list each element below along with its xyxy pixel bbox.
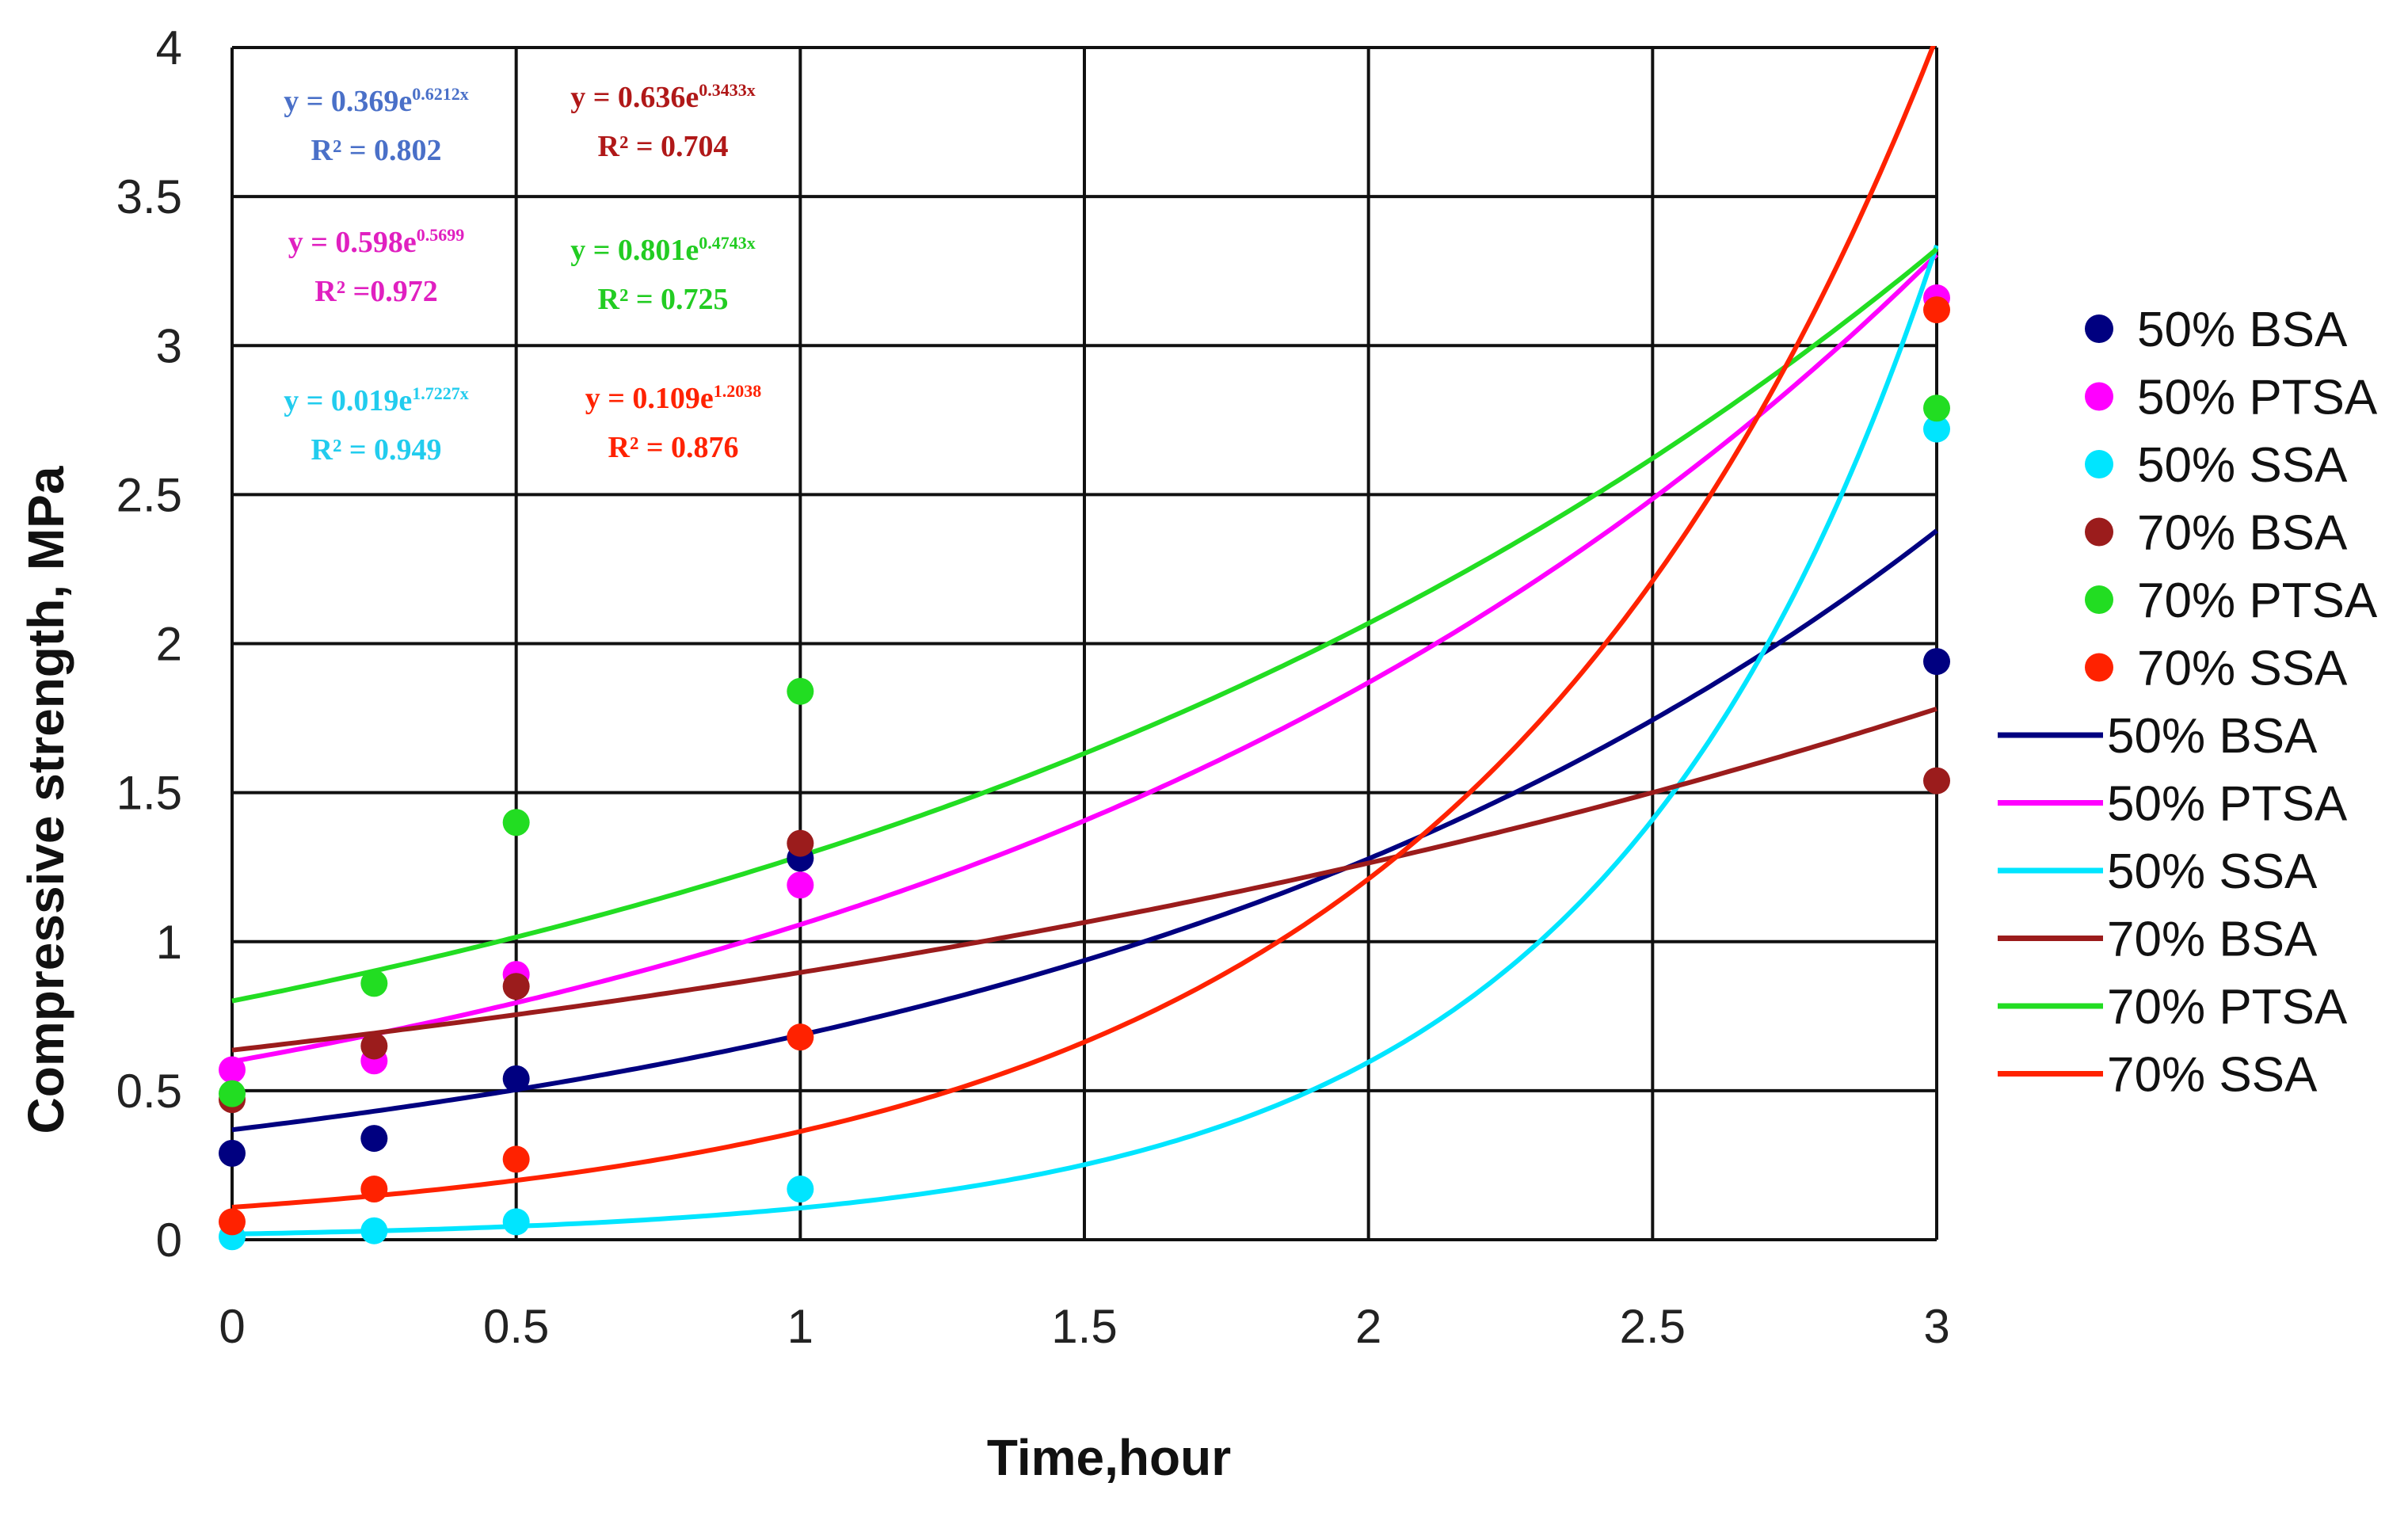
trend-line-5 — [231, 46, 1936, 1210]
y-axis-title: Compressive strength, MPa — [17, 466, 74, 1134]
legend-label: 70% BSA — [2137, 506, 2348, 561]
data-point-2-2 — [502, 1208, 530, 1236]
legend-label: 70% PTSA — [2137, 574, 2378, 628]
trend-line-4 — [231, 247, 1938, 1004]
trend-equation-base: y = 0.636e — [570, 81, 699, 114]
trend-equation-exponent: 0.4743x — [699, 233, 756, 253]
legend-marker-4 — [2085, 585, 2113, 614]
y-tick-label: 2.5 — [116, 468, 182, 521]
legend-marker-5 — [2085, 653, 2113, 682]
trend-r2-0: R² = 0.802 — [311, 134, 442, 167]
trend-r2-1: R² =0.972 — [314, 275, 438, 308]
data-point-4-3 — [787, 677, 814, 705]
y-tick-label: 3 — [156, 319, 182, 372]
data-point-5-1 — [360, 1176, 388, 1203]
legend-label: 50% BSA — [2137, 303, 2348, 357]
data-point-4-0 — [219, 1080, 246, 1107]
trend-equation-4: y = 0.801e0.4743x — [570, 233, 756, 267]
legend-label: 70% PTSA — [2107, 980, 2348, 1035]
x-tick-label: 1.5 — [1051, 1300, 1117, 1353]
trend-equation-0: y = 0.369e0.6212x — [284, 84, 469, 118]
data-point-5-2 — [502, 1145, 530, 1173]
data-point-0-4 — [1923, 648, 1950, 676]
data-point-3-3 — [787, 829, 814, 857]
data-points — [219, 284, 1950, 1251]
y-tick-label: 1 — [156, 916, 182, 969]
y-tick-label: 0.5 — [116, 1065, 182, 1118]
trend-equation-base: y = 0.598e — [288, 226, 417, 259]
trend-equation-base: y = 0.019e — [284, 384, 412, 417]
legend-marker-1 — [2085, 382, 2113, 411]
trend-equation-base: y = 0.801e — [570, 234, 699, 267]
trend-equation-exponent: 0.6212x — [412, 84, 469, 104]
data-point-4-4 — [1923, 394, 1950, 422]
legend-label: 70% SSA — [2107, 1048, 2318, 1103]
data-point-2-1 — [360, 1217, 388, 1244]
data-point-0-2 — [502, 1065, 530, 1092]
trend-equation-exponent: 0.3433x — [699, 80, 756, 100]
y-tick-label: 2 — [156, 618, 182, 671]
trend-r2-3: R² = 0.704 — [598, 130, 729, 163]
x-axis-title: Time,hour — [987, 1429, 1231, 1486]
trend-r2-5: R² = 0.876 — [608, 431, 739, 464]
y-tick-label: 1.5 — [116, 767, 182, 820]
data-point-1-3 — [787, 871, 814, 899]
x-tick-label: 3 — [1923, 1300, 1949, 1353]
legend-marker-2 — [2085, 450, 2113, 478]
data-point-0-0 — [219, 1139, 246, 1167]
legend-label: 50% BSA — [2107, 709, 2318, 764]
legend-label: 70% BSA — [2107, 913, 2318, 967]
trend-r2-2: R² = 0.949 — [311, 433, 442, 467]
trend-equation-5: y = 0.109e1.2038 — [585, 381, 762, 415]
data-point-5-3 — [787, 1023, 814, 1051]
data-point-3-2 — [502, 973, 530, 1000]
data-point-5-0 — [219, 1208, 246, 1236]
trend-equation-base: y = 0.369e — [284, 85, 412, 118]
data-point-2-4 — [1923, 415, 1950, 443]
legend-label: 50% SSA — [2137, 438, 2348, 493]
x-tick-label: 0.5 — [483, 1300, 549, 1353]
data-point-3-4 — [1923, 767, 1950, 795]
x-tick-label: 2 — [1355, 1300, 1381, 1353]
trend-equation-exponent: 1.2038 — [714, 381, 762, 401]
legend-label: 50% PTSA — [2107, 777, 2348, 832]
legend-marker-0 — [2085, 314, 2113, 343]
data-point-0-1 — [360, 1125, 388, 1153]
data-point-4-2 — [502, 809, 530, 837]
data-point-3-1 — [360, 1032, 388, 1060]
trend-line-1 — [231, 253, 1938, 1064]
legend-label: 50% PTSA — [2137, 371, 2378, 425]
trend-equation-exponent: 1.7227x — [412, 383, 469, 403]
trend-equation-base: y = 0.109e — [585, 382, 714, 415]
x-tick-label: 2.5 — [1620, 1300, 1686, 1353]
x-tick-label: 1 — [787, 1300, 813, 1353]
y-tick-label: 4 — [156, 21, 182, 74]
data-point-5-4 — [1923, 296, 1950, 324]
trend-equation-exponent: 0.5699 — [417, 225, 465, 245]
y-tick-label: 3.5 — [116, 170, 182, 223]
trend-r2-4: R² = 0.725 — [598, 283, 729, 316]
axis-ticks: 0 0.5 1 1.5 2 2.5 3 0 0.5 1 1.5 2 2.5 3 3.5 4 — [116, 21, 1950, 1353]
trend-equation-1: y = 0.598e0.5699 — [288, 225, 465, 259]
trend-equations: y = 0.369e0.6212x R² = 0.802 y = 0.598e0.5… — [284, 80, 761, 467]
data-point-4-1 — [360, 970, 388, 997]
trend-equation-3: y = 0.636e0.3433x — [570, 80, 756, 114]
trend-line-3 — [231, 706, 1937, 1053]
x-tick-label: 0 — [219, 1300, 245, 1353]
trend-equation-2: y = 0.019e1.7227x — [284, 383, 469, 417]
legend-label: 50% SSA — [2107, 844, 2318, 899]
data-point-1-0 — [219, 1056, 246, 1084]
legend-marker-3 — [2085, 517, 2113, 547]
data-point-2-3 — [787, 1176, 814, 1203]
legend: 50% BSA 50% PTSA 50% SSA 70% BSA 70% PTSA 70%… — [1998, 303, 2378, 1103]
legend-label: 70% SSA — [2137, 642, 2348, 696]
y-tick-label: 0 — [156, 1214, 182, 1267]
